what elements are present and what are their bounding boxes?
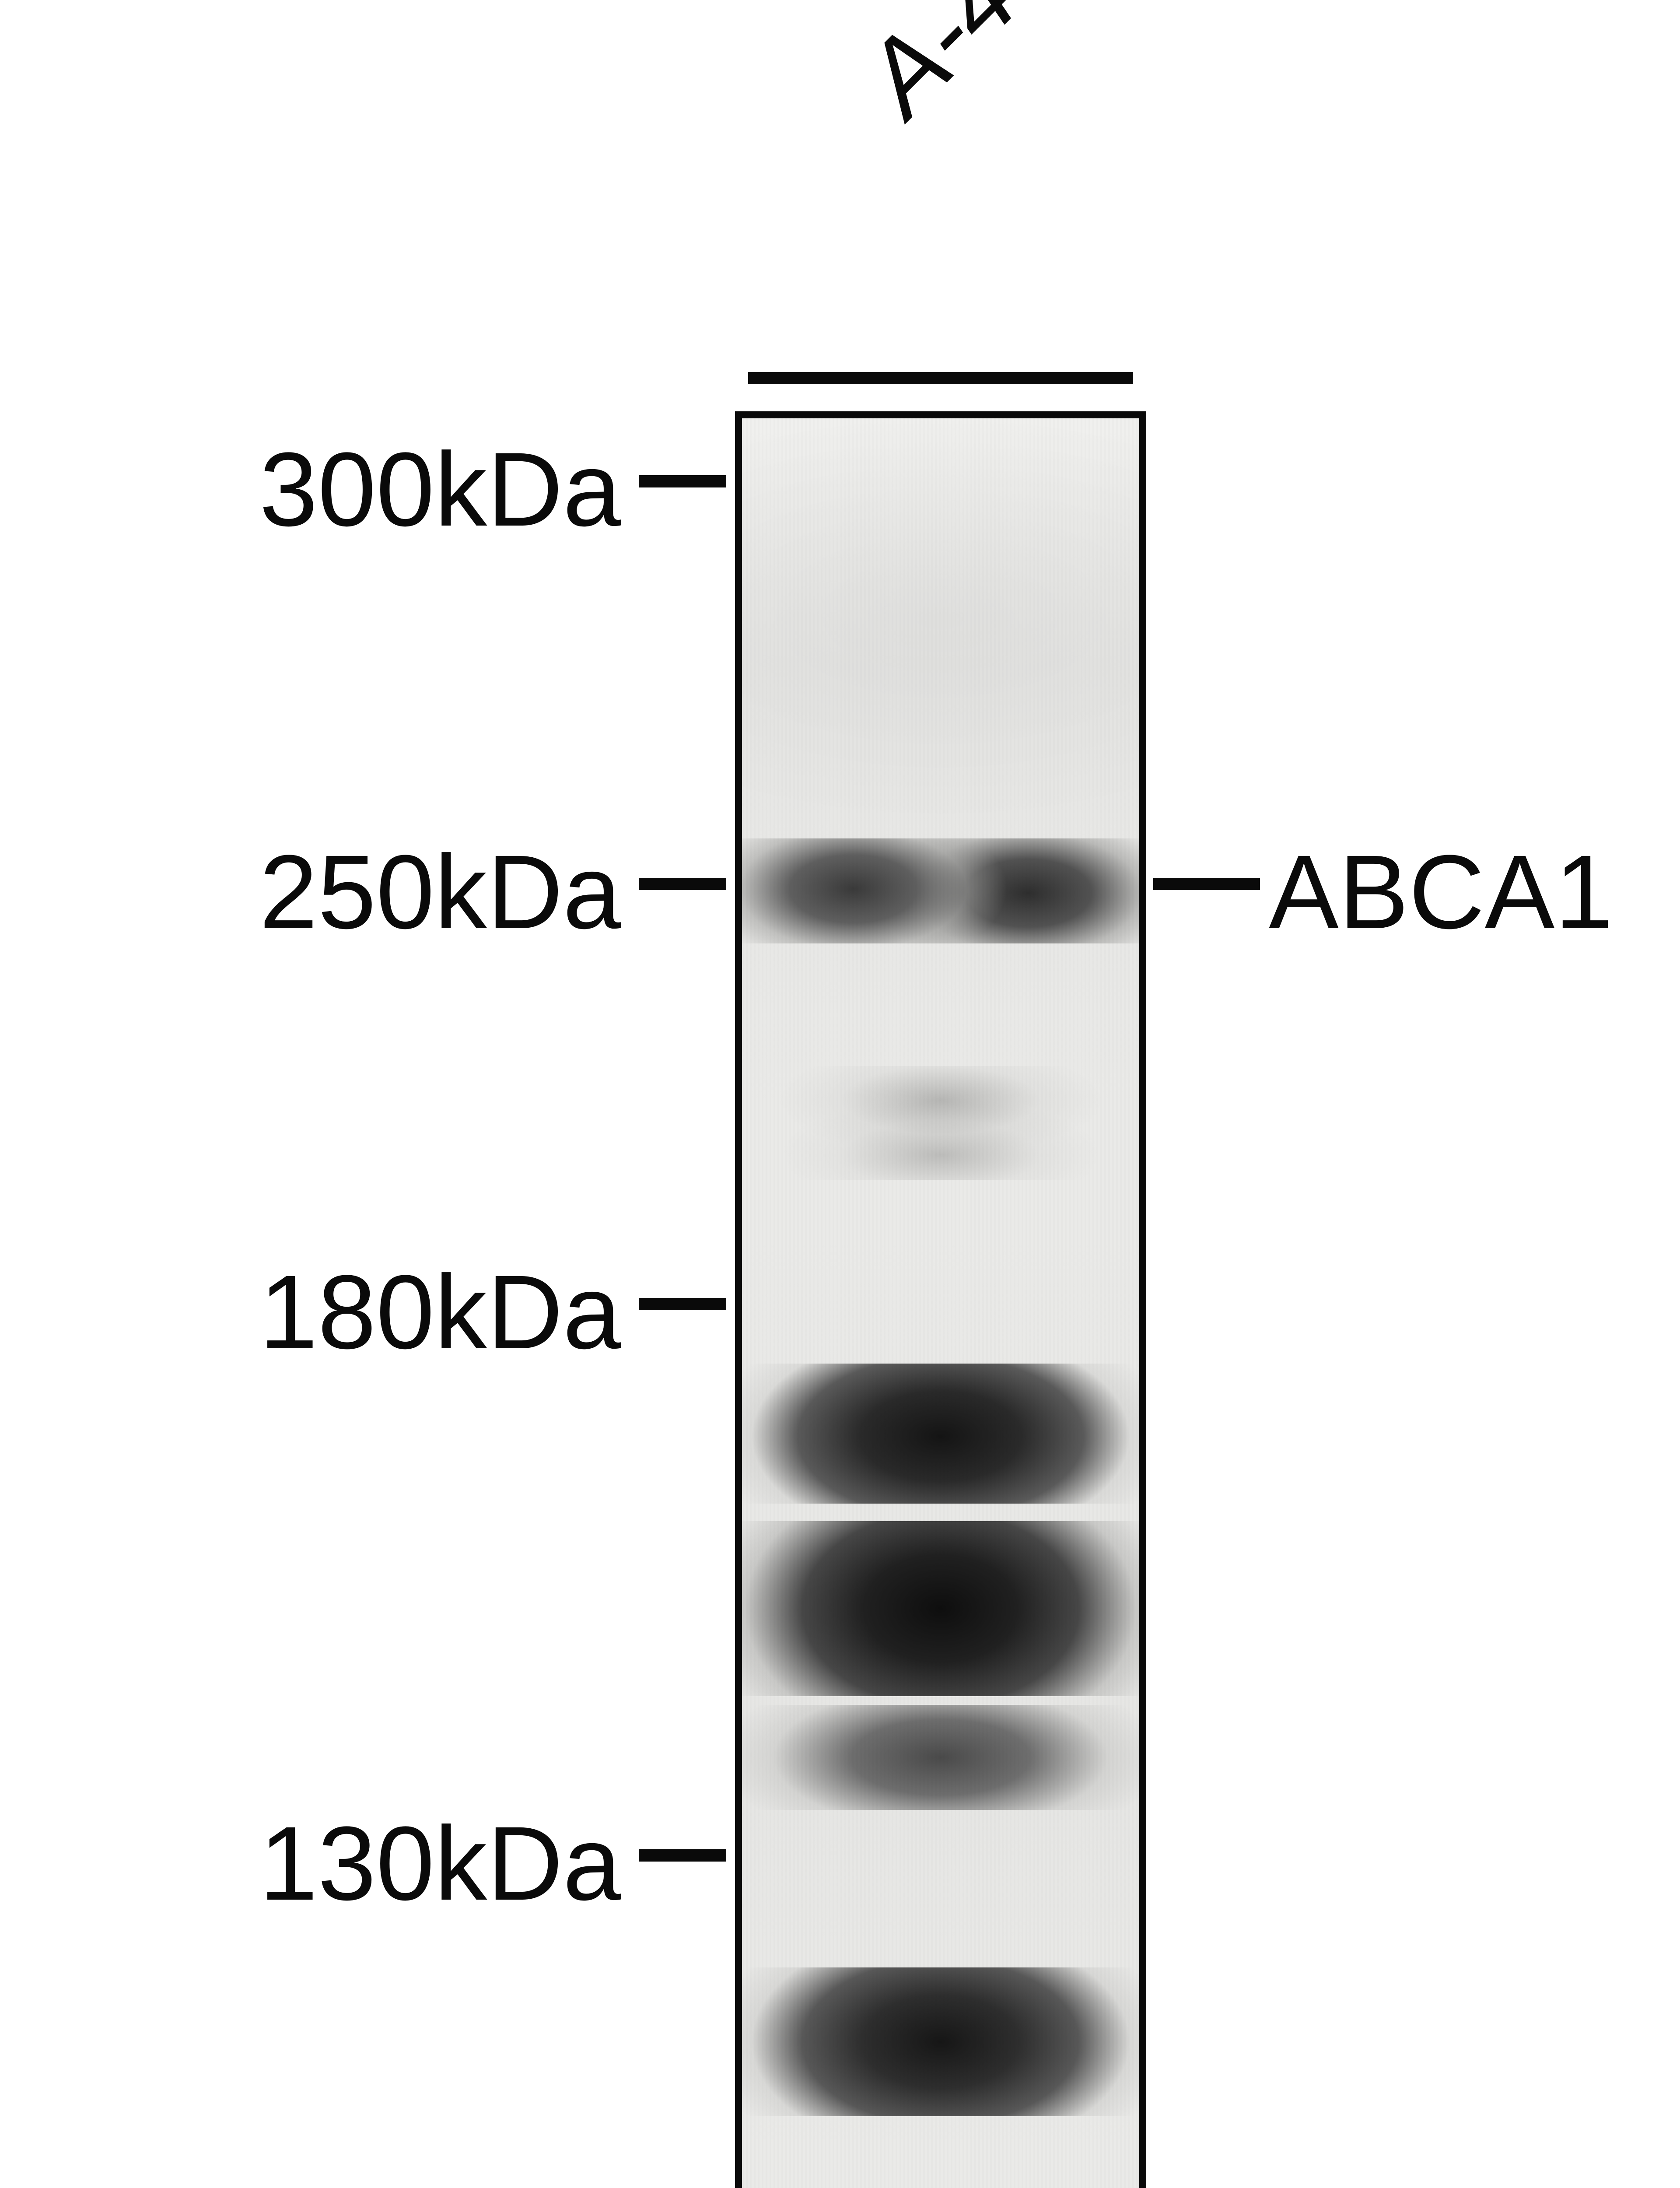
mw-tick-180 — [639, 1298, 726, 1310]
band-tick-abca1 — [1153, 878, 1260, 890]
band-label-abca1: ABCA1 — [1269, 831, 1662, 952]
mw-label-300: 300kDa — [0, 429, 621, 550]
mw-label-130: 130kDa — [0, 1803, 621, 1924]
lane-header-A431: A-431 — [840, 0, 1124, 138]
blot-lane — [735, 411, 1146, 2188]
blot-noise — [742, 418, 1139, 2188]
lane-header-bar — [748, 372, 1133, 384]
mw-tick-130 — [639, 1849, 726, 1862]
mw-label-250: 250kDa — [0, 831, 621, 952]
figure-canvas: A-431 300kDa 250kDa 180kDa 130kDa 100kDa… — [0, 0, 1680, 2188]
mw-tick-250 — [639, 878, 726, 890]
mw-tick-300 — [639, 475, 726, 487]
mw-label-180: 180kDa — [0, 1252, 621, 1372]
